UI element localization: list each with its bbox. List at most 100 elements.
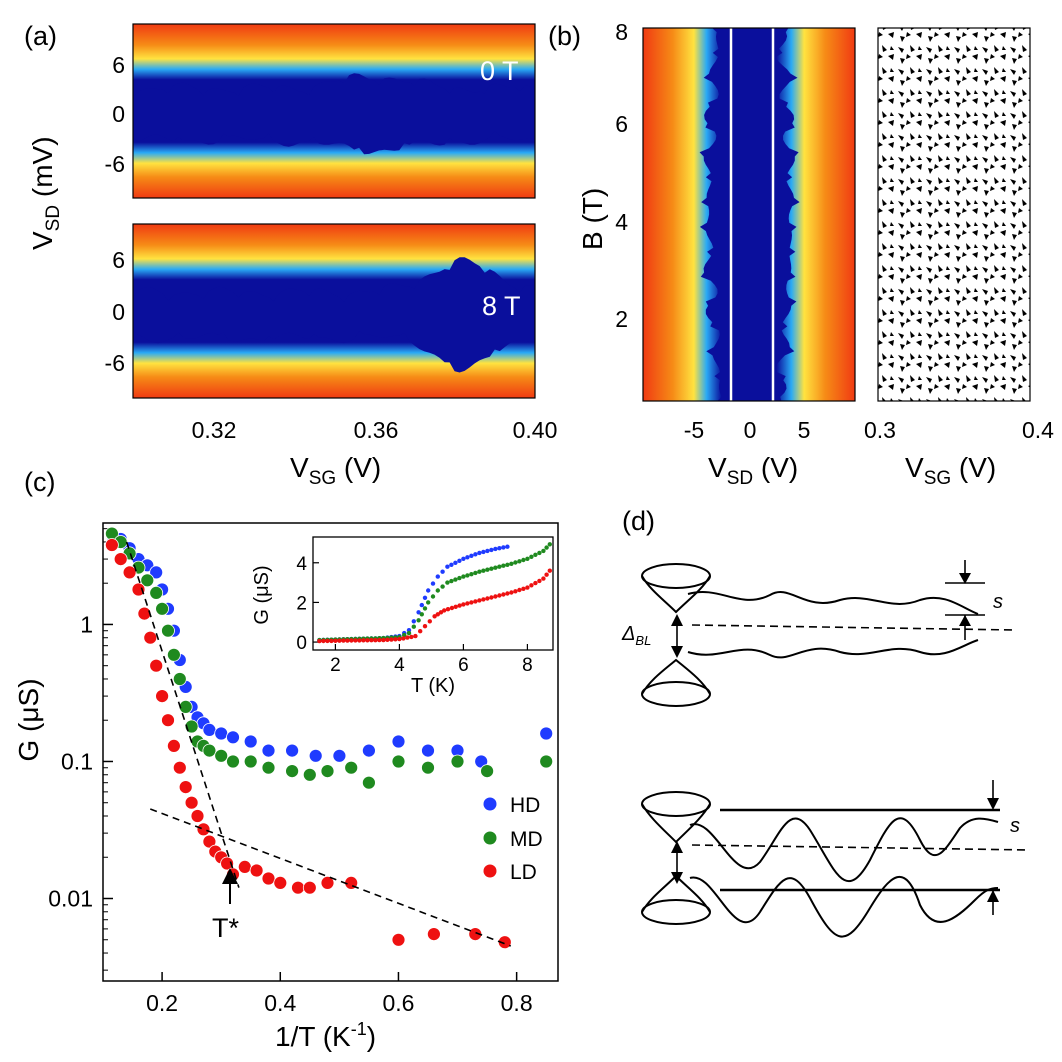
b-ytick-8: 8 <box>615 19 628 45</box>
point-MD <box>320 764 335 778</box>
inset-point-LD <box>461 602 466 607</box>
inset-point-HD <box>419 602 424 608</box>
fit-line-0 <box>125 541 240 888</box>
inset-point-MD <box>517 559 522 564</box>
b-ytick-6: 6 <box>615 111 628 137</box>
a-xtick-040: 0.40 <box>513 417 558 443</box>
fit-line-1 <box>149 808 512 947</box>
panel-label-b: (b) <box>548 21 581 51</box>
point-MD <box>166 647 181 662</box>
inset-point-HD <box>493 546 498 552</box>
legend-label-MD: MD <box>510 828 543 851</box>
inset-point-MD <box>485 567 490 572</box>
b-ytick-4: 4 <box>615 209 628 235</box>
inset-point-LD <box>317 638 322 644</box>
inset-point-LD <box>525 585 530 590</box>
point-MD <box>172 672 187 686</box>
dirac-cone-lower-1 <box>641 658 711 707</box>
point-LD <box>184 795 199 810</box>
point-MD <box>391 754 406 769</box>
inset-point-LD <box>513 589 518 594</box>
inset-point-MD <box>449 578 454 584</box>
inset-point-LD <box>453 604 458 609</box>
point-HD <box>226 730 240 745</box>
inset-point-MD <box>469 572 474 577</box>
inset-point-HD <box>461 556 466 561</box>
inset-point-MD <box>529 554 534 559</box>
inset-point-MD <box>541 548 546 554</box>
point-MD <box>450 754 465 769</box>
dirac-cone-lower-2 <box>641 874 711 925</box>
point-LD <box>113 552 128 566</box>
b-xtick-04: 0.4 <box>1022 417 1054 443</box>
inset-point-LD <box>377 637 382 643</box>
inset-point-LD <box>337 638 342 643</box>
inset-point-HD <box>497 546 502 551</box>
panel-c-ylabel: G (μS) <box>13 678 44 761</box>
point-MD <box>214 748 229 763</box>
inset-ytick-label: 4 <box>296 554 307 575</box>
point-LD <box>196 822 211 837</box>
point-MD <box>302 767 317 782</box>
point-LD <box>166 739 181 753</box>
inset-ylabel: G (μS) <box>251 565 273 624</box>
inset-point-HD <box>416 610 421 615</box>
inset-point-LD <box>537 578 542 584</box>
inset-point-MD <box>465 573 470 578</box>
inset-point-MD <box>411 624 416 629</box>
inset-point-LD <box>397 636 402 642</box>
inset-point-LD <box>422 624 428 629</box>
inset-point-LD <box>489 595 494 600</box>
inset-point-MD <box>453 577 458 582</box>
a-xtick-036: 0.36 <box>354 417 399 443</box>
point-LD <box>426 927 441 941</box>
inset-point-HD <box>430 581 436 586</box>
b-xtick-0: 0 <box>744 417 757 443</box>
inset-point-LD <box>325 638 330 644</box>
inset-ytick-label: 0 <box>296 633 307 654</box>
inset-xlabel: T (K) <box>411 675 455 697</box>
point-LD <box>137 606 152 621</box>
c-ytick-label: 0.01 <box>48 886 93 912</box>
lower-band-edge-2 <box>689 875 999 938</box>
inset-point-MD <box>501 563 506 568</box>
lower-band-edge-1 <box>687 639 979 659</box>
inset-point-LD <box>442 608 447 613</box>
point-HD <box>332 748 347 763</box>
panel-a-field-8T: 8 T <box>482 291 521 321</box>
point-MD <box>202 743 217 758</box>
inset-point-MD <box>505 562 510 567</box>
inset-point-LD <box>457 603 462 608</box>
c-ytick-label: 0.1 <box>61 748 93 774</box>
point-MD <box>344 760 359 775</box>
point-HD <box>361 743 376 758</box>
s-label-bottom: s <box>1010 815 1020 837</box>
a-bot-ytick-m6: -6 <box>105 350 125 376</box>
inset-point-MD <box>457 575 462 581</box>
b-xtick-m5: -5 <box>684 417 704 443</box>
inset-point-LD <box>405 635 410 640</box>
point-LD <box>149 658 164 673</box>
panel-c-inset: 2 4 6 8 4 2 0 <box>296 536 554 676</box>
panel-b-noise-map <box>877 27 1031 402</box>
inset-point-LD <box>497 593 502 598</box>
legend-marker-MD <box>483 831 497 845</box>
inset-point-MD <box>419 612 424 617</box>
fermi-level-1 <box>691 624 1016 631</box>
point-LD <box>273 876 288 890</box>
point-LD <box>161 713 175 728</box>
point-MD <box>161 623 175 638</box>
inset-point-HD <box>469 553 474 558</box>
point-HD <box>243 734 258 749</box>
c-xtick-label: 0.4 <box>264 990 296 1016</box>
inset-xtick-label: 8 <box>522 655 533 676</box>
c-xtick-label: 0.8 <box>501 990 533 1016</box>
upper-band-edge-1 <box>687 591 979 615</box>
point-MD <box>361 775 376 790</box>
inset-point-MD <box>422 606 428 611</box>
panel-d-schematic-top <box>641 560 1016 707</box>
panel-b-xlabel-right: VSG (V) <box>905 452 996 489</box>
point-HD <box>214 726 229 741</box>
b-xtick-03: 0.3 <box>864 417 896 443</box>
inset-point-LD <box>365 638 370 643</box>
